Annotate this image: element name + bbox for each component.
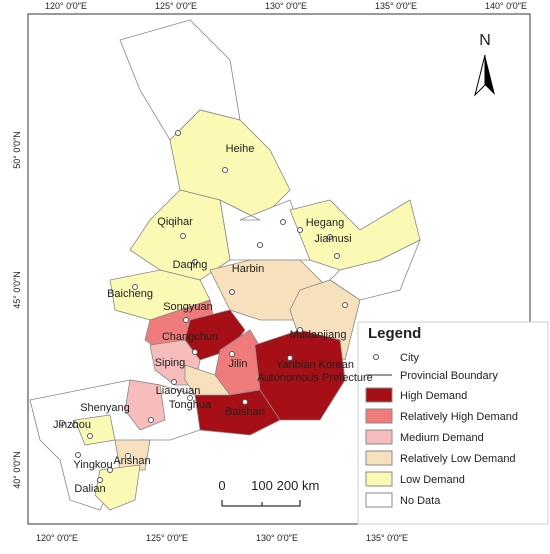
legend-city-symbol [373, 354, 379, 360]
city-label: Mudanjiang [290, 329, 347, 341]
scale-line [221, 500, 301, 507]
north-arrow-right [485, 55, 495, 95]
top-tick-label: 130° 0′0″E [265, 1, 307, 11]
scale-label: 100 [251, 478, 273, 493]
legend-swatch [365, 408, 393, 424]
city-dot [192, 259, 198, 265]
legend-label: High Demand [400, 390, 467, 402]
city-label: Liaoyuan [156, 385, 201, 397]
scale-label: 200 km [277, 478, 320, 493]
city-label: Siping [155, 357, 186, 369]
region [124, 379, 166, 431]
city-dot [297, 227, 303, 233]
city-dot [72, 422, 78, 428]
city-label: Tonghua [169, 399, 212, 411]
legend-boundary: Provincial Boundary [400, 370, 498, 382]
city-dot [187, 395, 193, 401]
city-dot [97, 477, 103, 483]
top-tick-label: 135° 0′0″E [375, 1, 417, 11]
city-dot [342, 302, 348, 308]
bottom-tick-label: 125° 0′0″E [146, 533, 188, 543]
scale-label: 0 [218, 478, 225, 493]
city-dot [192, 349, 198, 355]
bottom-tick-label: 120° 0′0″E [36, 533, 78, 543]
city-label: Yanbian Korean [276, 359, 354, 371]
city-dot [125, 453, 131, 459]
legend-swatch [365, 471, 393, 487]
city-dot [87, 433, 93, 439]
bottom-tick-label: 135° 0′0″E [366, 533, 408, 543]
left-tick-label: 40° 0′0″N [12, 451, 22, 489]
city-label: Baicheng [107, 288, 153, 300]
city-label: Hegang [306, 217, 345, 229]
north-arrow: N [474, 32, 495, 97]
city-dot [287, 355, 293, 361]
city-label: Anshan [113, 455, 150, 467]
region [184, 364, 231, 396]
city-dot [148, 417, 154, 423]
top-tick-label: 125° 0′0″E [155, 1, 197, 11]
legend: Legend City Provincial Boundary High Dem… [357, 321, 549, 525]
city-dot [175, 130, 181, 136]
legend-city: City [400, 352, 419, 364]
legend-swatch [365, 450, 393, 466]
city-dot [327, 234, 333, 240]
city-dot [334, 253, 340, 259]
city-label: Yingkou [73, 459, 112, 471]
city-label: Songyuan [163, 301, 213, 313]
left-tick-label: 45° 0′0″N [12, 271, 22, 309]
city-dot [75, 452, 81, 458]
legend-swatch [365, 429, 393, 445]
city-label: Qiqihar [157, 216, 193, 228]
bottom-tick-label: 130° 0′0″E [256, 533, 298, 543]
legend-label: Relatively Low Demand [400, 453, 516, 465]
legend-label: Low Demand [400, 474, 465, 486]
city-label: Changchun [162, 331, 218, 343]
legend-swatch [365, 492, 393, 508]
legend-title: Legend [368, 325, 421, 342]
city-dot [183, 317, 189, 323]
city-dot [59, 420, 65, 426]
city-dot [171, 379, 177, 385]
north-label: N [479, 32, 491, 49]
city-dot [229, 289, 235, 295]
city-label: Jiamusi [314, 233, 351, 245]
city-label: Harbin [232, 263, 264, 275]
legend-label: No Data [400, 495, 441, 507]
city-dot [280, 219, 286, 225]
city-label: Heihe [226, 143, 255, 155]
city-label: Dalian [74, 483, 105, 495]
legend-label: Medium Demand [400, 432, 484, 444]
legend-label: Relatively High Demand [400, 411, 518, 423]
city-dot [242, 399, 248, 405]
city-label: Baishan [225, 406, 265, 418]
city-label: Jilin [229, 358, 248, 370]
city-label: Shenyang [80, 402, 130, 414]
region [94, 464, 141, 511]
city-label: Daqing [173, 259, 208, 271]
top-tick-label: 120° 0′0″E [45, 1, 87, 11]
city-label: Jinzhou [53, 419, 91, 431]
city-dot [222, 167, 228, 173]
city-dot [132, 284, 138, 290]
region [114, 439, 151, 471]
city-dot [107, 467, 113, 473]
left-tick-label: 50° 0′0″N [12, 131, 22, 169]
city-dot [229, 351, 235, 357]
city-label: Autonomous Prefecture [257, 372, 373, 384]
top-tick-label: 140° 0′0″E [485, 1, 527, 11]
city-dot [257, 242, 263, 248]
city-dot [297, 327, 303, 333]
scale-bar: 0 100 200 km [218, 478, 320, 507]
legend-swatch [365, 387, 393, 403]
city-dot [180, 233, 186, 239]
regions [29, 19, 421, 511]
